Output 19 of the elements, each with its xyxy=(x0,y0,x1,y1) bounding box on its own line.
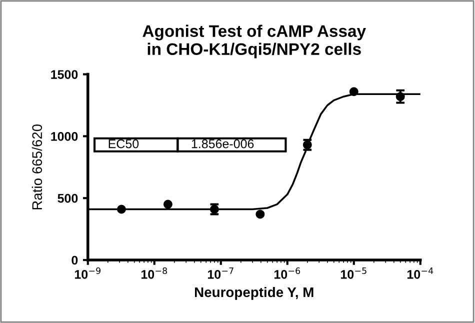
point xyxy=(349,87,358,96)
annotation: EC50 xyxy=(108,139,139,148)
x-tick-label: 10$^{−4}$ xyxy=(407,268,434,279)
y-tick-label: 500 xyxy=(58,194,78,203)
point xyxy=(116,204,126,214)
y-tick-label: 1500 xyxy=(51,70,78,79)
y-tick-label: 1000 xyxy=(51,132,78,141)
point xyxy=(163,200,172,209)
x-axis-title: Neuropeptide Y, M xyxy=(194,286,314,300)
y-tick-label: 0 xyxy=(72,256,78,265)
x-tick-label: 10$^{−8}$ xyxy=(141,267,168,279)
y-axis-title: Ratio 665/620 xyxy=(32,124,42,210)
x-tick-label: 10$^{−9}$ xyxy=(74,267,100,279)
x-tick-label: 10$^{−5}$ xyxy=(340,268,366,279)
x-tick-label: 10$^{−7}$ xyxy=(208,268,234,279)
annotation: 1.856e-006 xyxy=(192,139,254,148)
point xyxy=(256,210,265,219)
x-tick-label: 10$^{−6}$ xyxy=(274,267,300,279)
chart-title: Agonist Test of cAMP Assay in CHO-K1/Gqi5/NPY2 cells xyxy=(142,24,366,58)
